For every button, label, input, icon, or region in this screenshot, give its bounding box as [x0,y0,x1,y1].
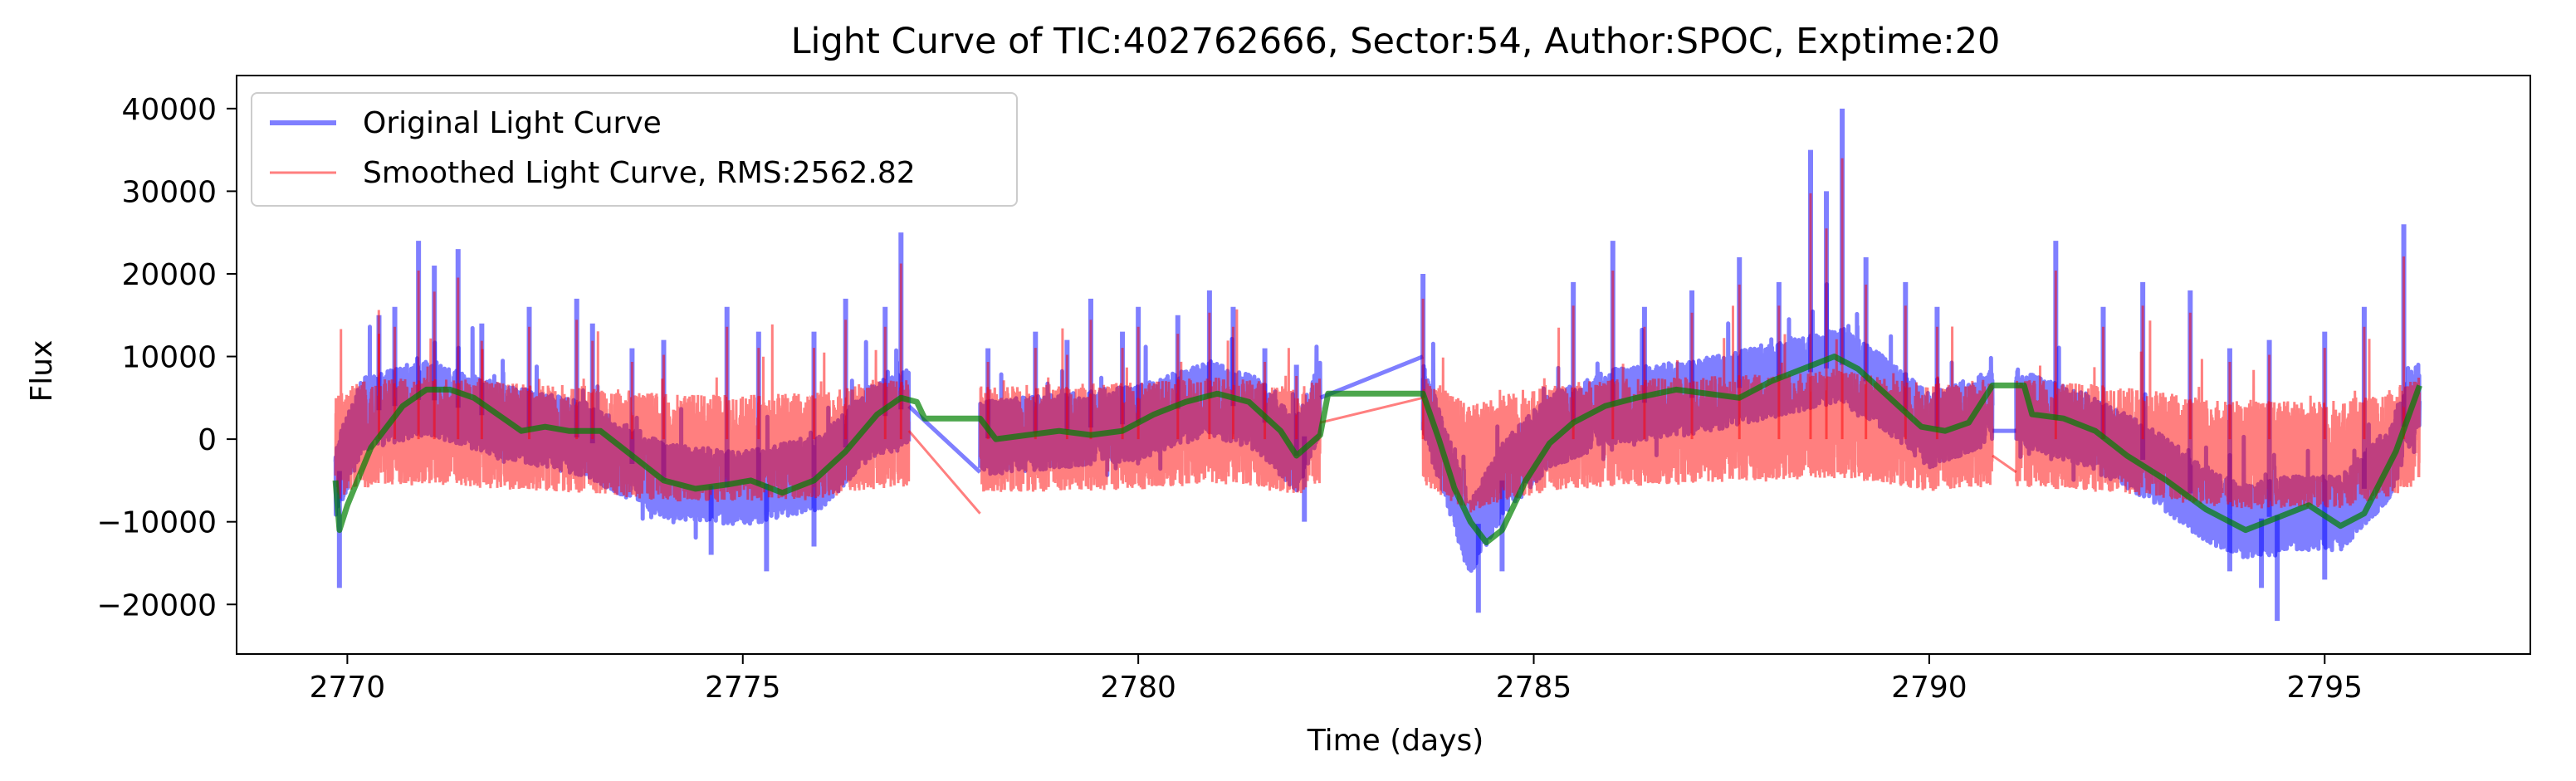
plot-frame [236,75,2531,655]
y-axis-title: Flux [25,340,59,403]
x-tick-label: 2795 [2286,671,2363,705]
x-tick-label: 2775 [705,671,781,705]
series-layer [332,108,2422,622]
smoothed-gap-connector [1319,396,1424,424]
x-axis-title: Time (days) [1307,724,1484,758]
smoothed-gap-connector [907,430,981,515]
x-tick-label: 2780 [1100,671,1176,705]
legend: Original Light Curve Smoothed Light Curv… [251,92,1018,207]
x-tick-label: 2790 [1891,671,1967,705]
legend-box [251,92,1018,207]
y-axis: −20000 −10000 0 10000 20000 30000 40000 [96,93,237,622]
smoothed-segment-1 [979,309,1322,494]
chart-title: Light Curve of TIC:402762666, Sector:54,… [791,21,2001,62]
legend-label-original: Original Light Curve [363,106,662,140]
smoothed-segment-2 [1421,305,1994,513]
series-trend [332,354,2422,546]
y-tick-label: 30000 [121,175,217,209]
x-tick-label: 2770 [310,671,386,705]
y-tick-label: −10000 [96,506,217,540]
x-tick-label: 2785 [1496,671,1572,705]
y-tick-label: −20000 [96,588,217,622]
smoothed-gap-connector [1992,454,2017,474]
y-tick-label: 10000 [121,341,217,375]
y-tick-label: 0 [198,423,217,457]
x-axis: 2770 2775 2780 2785 2790 2795 [310,654,2363,705]
y-tick-label: 20000 [121,258,217,292]
legend-label-smoothed: Smoothed Light Curve, RMS:2562.82 [363,156,916,190]
trend-line [332,354,2422,546]
y-tick-label: 40000 [121,93,217,127]
original-gap-connector [907,404,982,474]
